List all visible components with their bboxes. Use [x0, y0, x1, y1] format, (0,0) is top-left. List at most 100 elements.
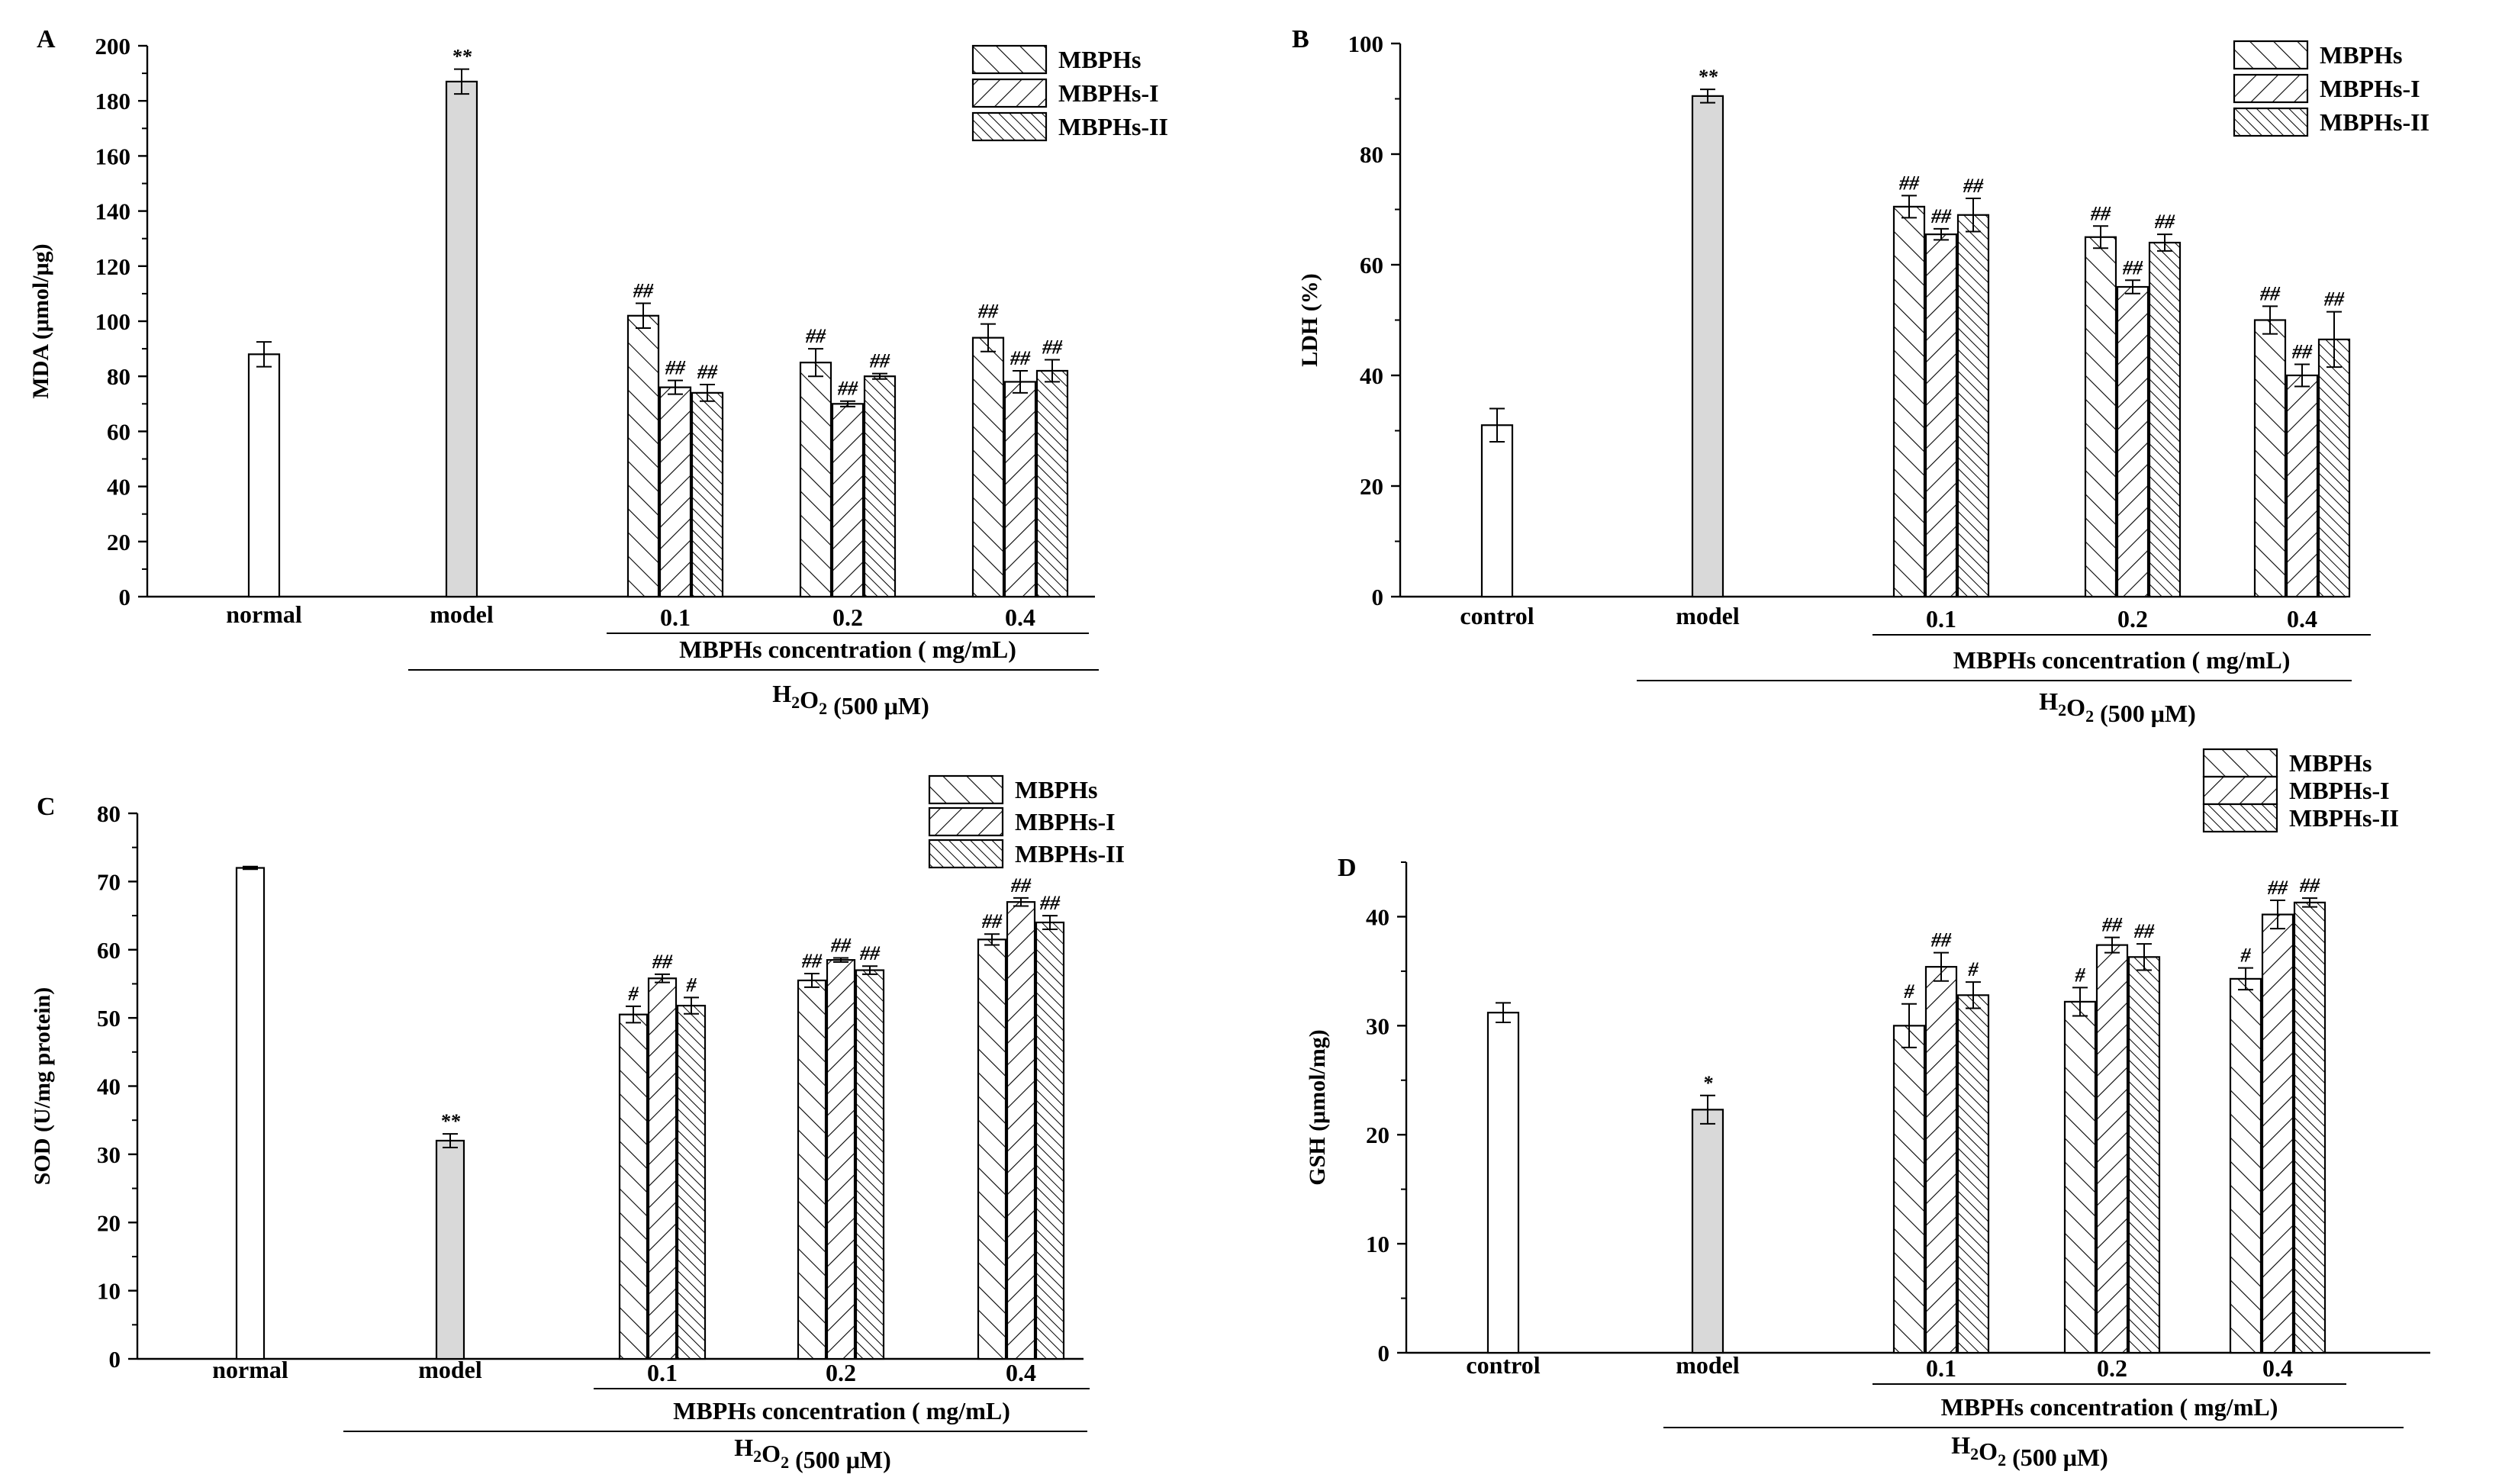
treatment-label: H2O2 (500 μM): [734, 1434, 890, 1473]
panel-letter: B: [1292, 25, 1309, 53]
treatment-text: H: [734, 1434, 753, 1461]
treatment-text: (500 μM): [827, 692, 929, 719]
bar-normal: [235, 867, 266, 1360]
treatment-subscript: 2: [753, 1447, 762, 1466]
bar-mbphs-0.4: [2229, 977, 2262, 1354]
y-tick-label: 30: [1366, 1012, 1389, 1039]
bar-mbphs-ii-0.4: [1035, 921, 1065, 1360]
treatment-label: H2O2 (500 μM): [2039, 687, 2195, 727]
treatment-text: H: [1951, 1431, 1970, 1459]
legend-label: MBPHs: [1058, 46, 1141, 73]
legend-swatch: [2202, 775, 2278, 806]
significance-label: #: [628, 983, 639, 1005]
treatment-text: O: [762, 1440, 781, 1467]
significance-label: ##: [805, 325, 826, 347]
significance-label: ##: [1042, 336, 1063, 359]
legend-swatch: [2233, 40, 2309, 70]
bar-mbphs-0.4: [2253, 319, 2287, 598]
group-axis-label: MBPHs concentration ( mg/mL): [679, 636, 1016, 663]
legend-label: MBPHs: [2320, 41, 2402, 69]
legend-swatch: [2202, 803, 2278, 833]
y-axis-label: MDA (μmol/μg): [28, 243, 53, 398]
legend-label: MBPHs-I: [1058, 79, 1159, 107]
treatment-text: (500 μM): [2094, 700, 2196, 727]
y-tick-label: 100: [1348, 31, 1384, 57]
x-category-label: model: [430, 600, 494, 628]
treatment-text: (500 μM): [2006, 1444, 2108, 1471]
significance-label: ##: [665, 357, 686, 379]
significance-label: ##: [2154, 211, 2175, 233]
significance-label: **: [1698, 66, 1718, 88]
x-category-label: 0.2: [832, 604, 863, 631]
bar-mbphs-i-0.2: [2095, 944, 2129, 1354]
y-tick-label: 20: [107, 529, 130, 555]
bar-mbphs-ii-0.2: [2127, 956, 2161, 1354]
treatment-text: O: [1979, 1437, 1998, 1465]
significance-label: ##: [2323, 288, 2345, 311]
legend-label: MBPHs-II: [1015, 840, 1125, 868]
legend-swatch: [971, 111, 1048, 142]
significance-label: **: [440, 1110, 461, 1132]
treatment-label: H2O2 (500 μM): [1951, 1431, 2108, 1471]
treatment-label: H2O2 (500 μM): [772, 680, 929, 719]
legend-swatch: [2202, 748, 2278, 778]
significance-label: ##: [1898, 172, 1920, 194]
significance-label: ##: [2267, 877, 2288, 899]
y-tick-label: 180: [95, 88, 131, 114]
legend-label: MBPHs: [1015, 776, 1097, 803]
legend-swatch: [928, 806, 1004, 837]
bar-mbphs-ii-0.1: [676, 1004, 707, 1360]
y-tick-label: 80: [107, 363, 130, 390]
significance-label: ##: [801, 950, 823, 972]
x-category-label: control: [1466, 1351, 1540, 1379]
bar-mbphs-0.1: [626, 314, 660, 598]
y-tick-label: 60: [107, 418, 130, 445]
legend-swatch: [2233, 107, 2309, 137]
bar-mbphs-0.2: [2063, 1000, 2097, 1354]
treatment-subscript: 2: [1970, 1444, 1979, 1463]
significance-label: ##: [859, 942, 881, 964]
bar-mbphs-ii-0.1: [1956, 214, 1990, 598]
significance-label: ##: [2090, 202, 2111, 224]
group-axis-label: MBPHs concentration ( mg/mL): [1941, 1393, 2278, 1421]
bar-mbphs-0.1: [618, 1013, 649, 1360]
significance-label: #: [1968, 958, 1979, 980]
y-tick-label: 0: [109, 1346, 121, 1373]
significance-label: ##: [830, 934, 852, 956]
bar-mbphs-ii-0.1: [1956, 994, 1990, 1354]
bar-mbphs-i-0.1: [1924, 966, 1958, 1354]
treatment-subscript: 2: [2058, 700, 2066, 719]
y-tick-label: 160: [95, 143, 131, 169]
bar-mbphs-i-0.4: [1006, 901, 1036, 1360]
x-category-label: 0.4: [2262, 1354, 2293, 1382]
x-category-label: 0.1: [1926, 605, 1956, 633]
y-axis-label: SOD (U/mg protein): [30, 987, 55, 1185]
bar-mbphs-ii-0.4: [2293, 901, 2327, 1354]
group-axis-label: MBPHs concentration ( mg/mL): [1953, 646, 2291, 674]
bar-control: [1486, 1012, 1520, 1354]
bar-mbphs-i-0.1: [659, 386, 692, 598]
y-tick-label: 20: [97, 1209, 121, 1236]
x-category-label: 0.4: [1006, 1359, 1036, 1386]
y-tick-label: 40: [107, 474, 130, 501]
treatment-subscript: 2: [819, 699, 827, 718]
bar-model: [1691, 1109, 1724, 1354]
significance-label: ##: [981, 910, 1003, 932]
significance-label: *: [1703, 1072, 1714, 1094]
bar-mbphs-i-0.2: [2116, 285, 2149, 598]
significance-label: ##: [2122, 256, 2143, 278]
treatment-text: H: [2039, 687, 2058, 715]
bar-mbphs-i-0.1: [647, 977, 678, 1360]
y-tick-label: 70: [97, 868, 121, 895]
bar-mbphs-0.1: [1892, 205, 1926, 598]
bar-mbphs-i-0.4: [2285, 374, 2319, 598]
x-category-label: normal: [212, 1356, 288, 1383]
legend-swatch: [928, 839, 1004, 869]
y-tick-label: 120: [95, 253, 131, 280]
significance-label: **: [452, 46, 472, 68]
bar-mbphs-0.2: [799, 362, 832, 598]
x-category-label: normal: [226, 600, 302, 628]
y-tick-label: 40: [1366, 903, 1389, 930]
x-category-label: 0.2: [2117, 605, 2148, 633]
